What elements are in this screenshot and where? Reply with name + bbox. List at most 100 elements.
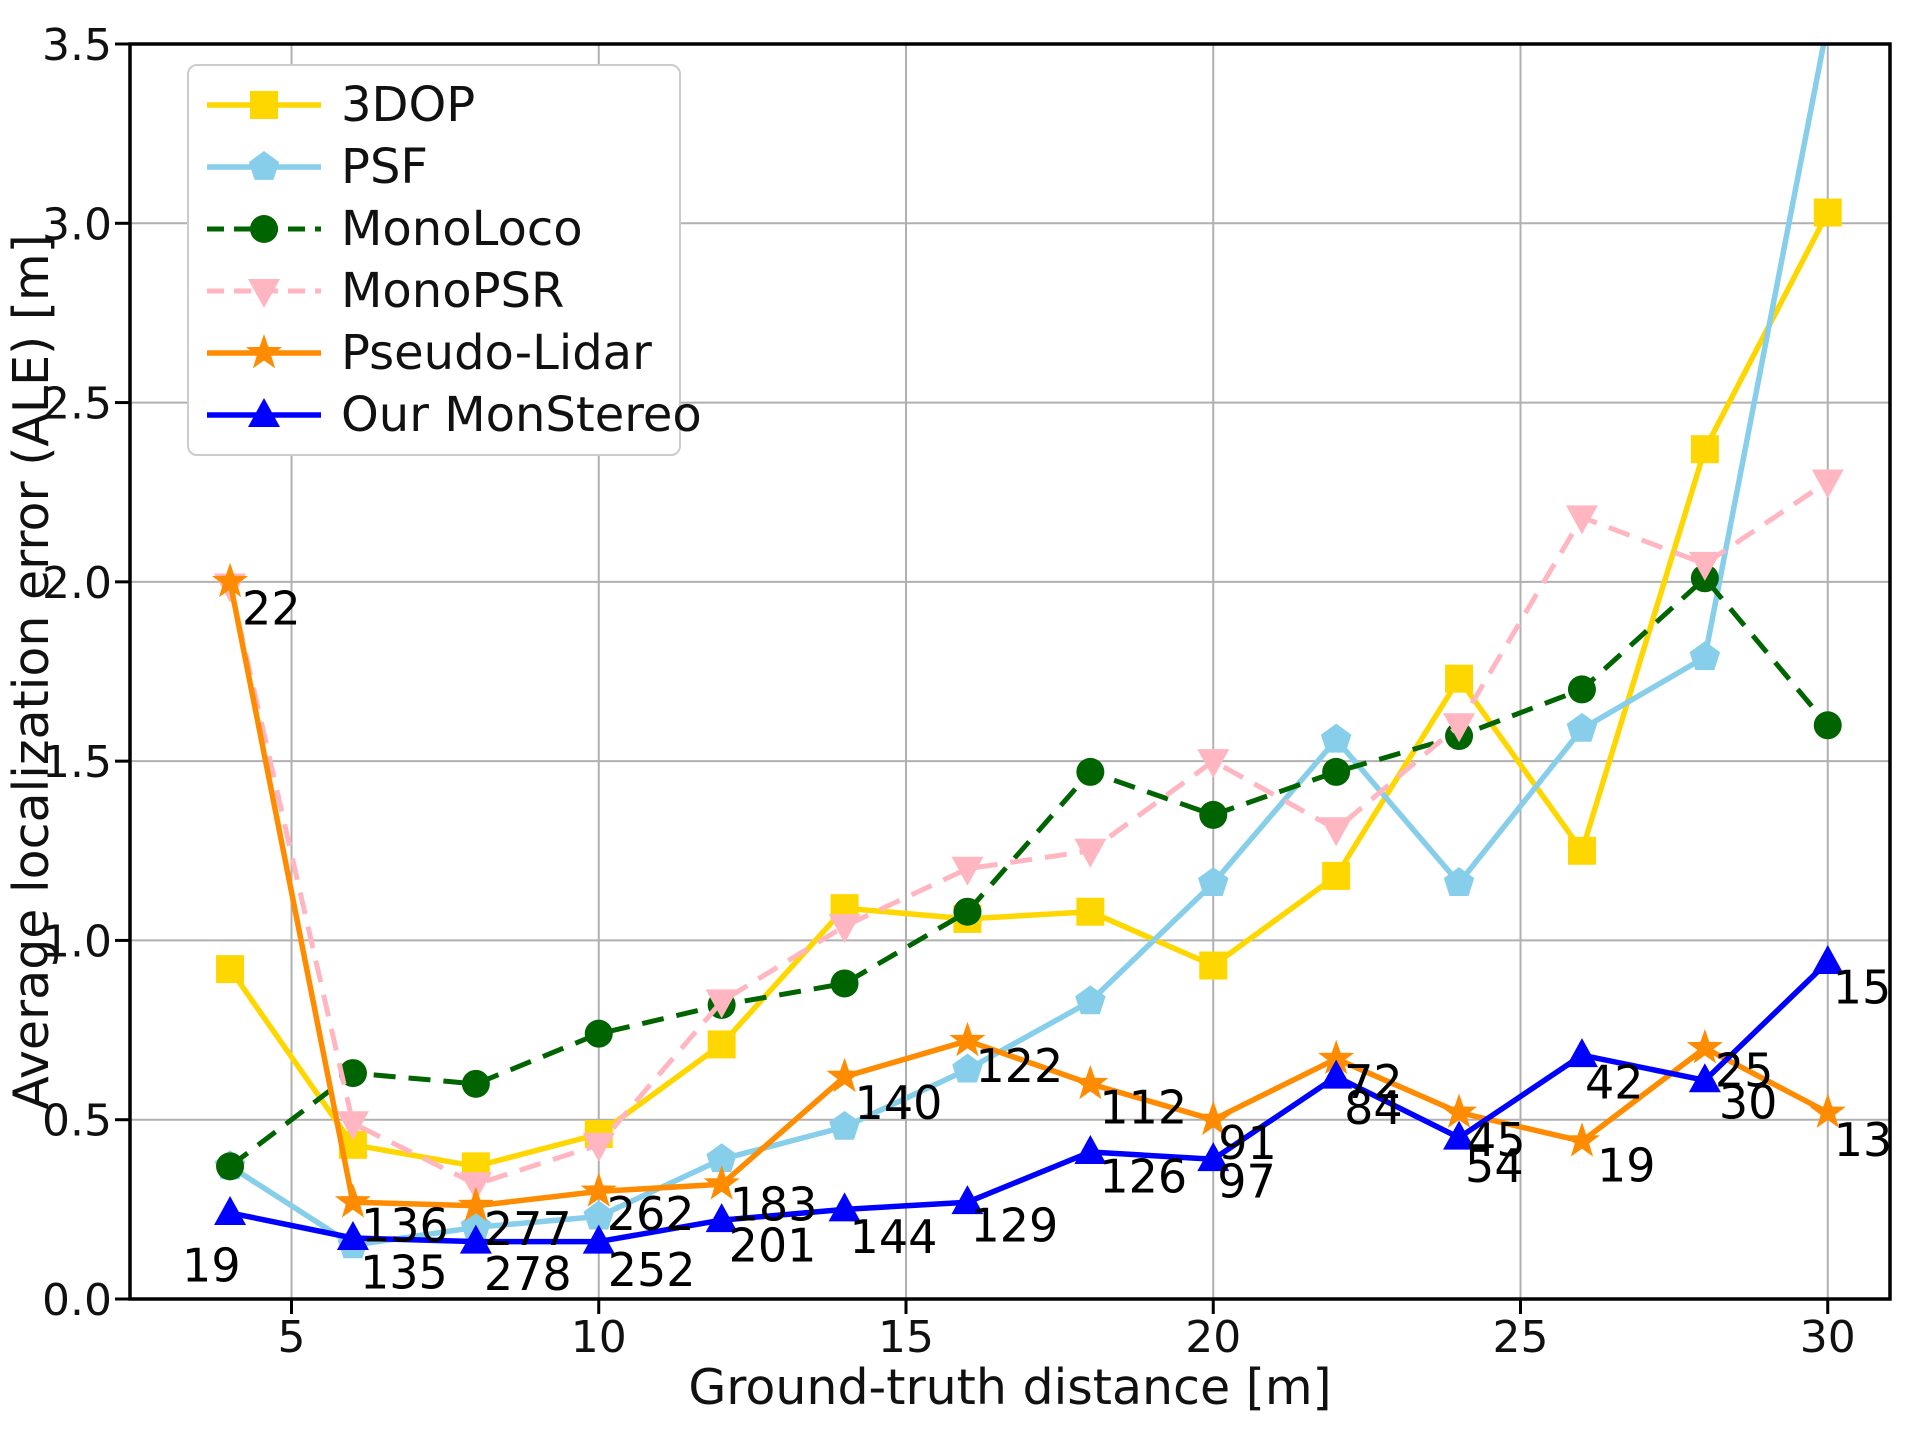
tick-label-layer: 5 10 15 20 25 300.00.51.01.52.02.53.03.5 [42, 20, 1856, 1363]
marker-our-monstereo [1443, 1120, 1476, 1150]
marker-monopsr [1811, 469, 1844, 499]
series-line-monopsr [227, 479, 1830, 1187]
marker-pseudo-lidar [1318, 1039, 1355, 1075]
marker-pseudo-lidar [1441, 1093, 1478, 1128]
marker-our-monstereo [1565, 1038, 1598, 1068]
tick-layer [115, 42, 1830, 1314]
marker-monoloco [1076, 757, 1105, 786]
count-label-pseudo-lidar: 13 [1834, 1113, 1893, 1167]
legend-item-monoloco: MonoLoco [203, 199, 679, 259]
legend-sample-pseudo-lidar [207, 334, 321, 369]
marker-psf [1566, 712, 1598, 742]
marker-pseudo-lidar [1686, 1029, 1723, 1064]
marker-monoloco [1322, 757, 1351, 786]
count-label-our-monstereo: 126 [1099, 1149, 1187, 1203]
legend-item-pseudo-lidar: Pseudo-Lidar [203, 323, 679, 383]
marker-3dop [216, 955, 245, 984]
legend-sample-monoloco [207, 215, 321, 243]
y-tick-label: 3.0 [42, 199, 112, 250]
marker-psf [583, 1200, 614, 1230]
marker-our-monstereo [1811, 944, 1844, 974]
legend-item-psf: PSF [203, 137, 679, 197]
marker-psf [706, 1143, 737, 1173]
count-label-pseudo-lidar: 112 [1099, 1080, 1187, 1134]
marker-monopsr [582, 1132, 615, 1162]
series-layer [212, 7, 1846, 1259]
annotation-layer: 22 136 277 262 183 140 122 112 91 72 45 19 25 13 19 135… [182, 581, 1892, 1301]
marker-our-monstereo [1197, 1142, 1230, 1172]
marker-our-monstereo [951, 1185, 984, 1215]
x-axis-title: Ground-truth distance [m] [688, 1359, 1331, 1416]
marker-monoloco [1567, 675, 1596, 704]
marker-psf [952, 1053, 983, 1083]
count-label-pseudo-lidar: 183 [730, 1178, 818, 1232]
legend-marker-pseudo-lidar [245, 334, 283, 369]
series-line-monoloco [228, 575, 1830, 1169]
marker-monopsr [1074, 838, 1107, 868]
series-line-3dop [227, 211, 1831, 1170]
marker-pseudo-lidar [457, 1186, 494, 1222]
marker-monopsr [705, 989, 738, 1019]
x-tick-label: 30 [1800, 1312, 1856, 1363]
marker-psf [1075, 985, 1106, 1015]
marker-3dop [1322, 861, 1351, 890]
y-tick-label: 1.0 [42, 916, 112, 967]
marker-our-monstereo [582, 1224, 615, 1254]
legend-sample-3dop [207, 91, 321, 119]
marker-pseudo-lidar [1195, 1100, 1232, 1136]
marker-3dop [1690, 435, 1719, 464]
plot-border [128, 42, 1892, 1301]
series-line-our-monstereo [229, 959, 1830, 1245]
count-label-our-monstereo: 278 [484, 1247, 572, 1301]
count-label-pseudo-lidar: 22 [242, 581, 301, 635]
legend-sample-our-monstereo [207, 398, 321, 427]
legend-label-pseudo-lidar: Pseudo-Lidar [341, 325, 652, 381]
marker-monoloco [1813, 711, 1842, 740]
marker-pseudo-lidar [703, 1165, 740, 1200]
legend-label-monoloco: MonoLoco [341, 201, 583, 257]
marker-pseudo-lidar [1563, 1122, 1600, 1157]
marker-monopsr [336, 1111, 369, 1141]
marker-monoloco [338, 1059, 367, 1088]
marker-monopsr [1320, 817, 1353, 847]
marker-our-monstereo [1688, 1063, 1721, 1093]
marker-monoloco [1199, 800, 1228, 829]
count-label-pseudo-lidar: 140 [855, 1076, 943, 1130]
marker-monopsr [1443, 713, 1476, 743]
legend-marker-monopsr [248, 279, 280, 308]
legend-label-3dop: 3DOP [341, 77, 476, 133]
marker-our-monstereo [459, 1224, 492, 1254]
marker-psf [829, 1110, 860, 1140]
marker-pseudo-lidar [1809, 1093, 1846, 1128]
count-label-our-monstereo: 201 [729, 1219, 817, 1273]
marker-our-monstereo [828, 1192, 861, 1222]
x-tick-label: 5 [278, 1312, 306, 1363]
marker-psf [1813, 7, 1844, 36]
count-label-pseudo-lidar: 262 [607, 1187, 695, 1241]
y-axis-title: Average localization error (ALE) [m] [3, 234, 60, 1110]
legend-marker-3dop [250, 91, 278, 119]
legend-label-our-monstereo: Our MonStereo [341, 387, 702, 443]
legend: 3DOP PSF MonoLoco MonoPSR Pseudo-Lidar Our Mo… [187, 64, 702, 456]
marker-monopsr [1688, 551, 1721, 581]
legend-marker-our-monstereo [248, 398, 280, 427]
legend-marker-psf [248, 151, 280, 180]
count-label-pseudo-lidar: 136 [361, 1199, 449, 1253]
legend-label-monopsr: MonoPSR [341, 263, 565, 319]
marker-monopsr [951, 856, 984, 886]
x-tick-label: 25 [1493, 1312, 1549, 1363]
count-label-our-monstereo: 84 [1344, 1081, 1403, 1135]
marker-psf [1443, 867, 1475, 896]
count-label-our-monstereo: 54 [1465, 1139, 1524, 1193]
count-label-pseudo-lidar: 277 [484, 1202, 572, 1256]
marker-monopsr [1197, 749, 1230, 779]
marker-monoloco [216, 1152, 245, 1181]
marker-pseudo-lidar [949, 1021, 986, 1057]
marker-pseudo-lidar [1072, 1064, 1109, 1100]
marker-3dop [1445, 664, 1474, 693]
y-tick-label: 0.5 [42, 1096, 112, 1147]
legend-item-3dop: 3DOP [203, 75, 679, 135]
count-label-our-monstereo: 19 [182, 1238, 241, 1292]
